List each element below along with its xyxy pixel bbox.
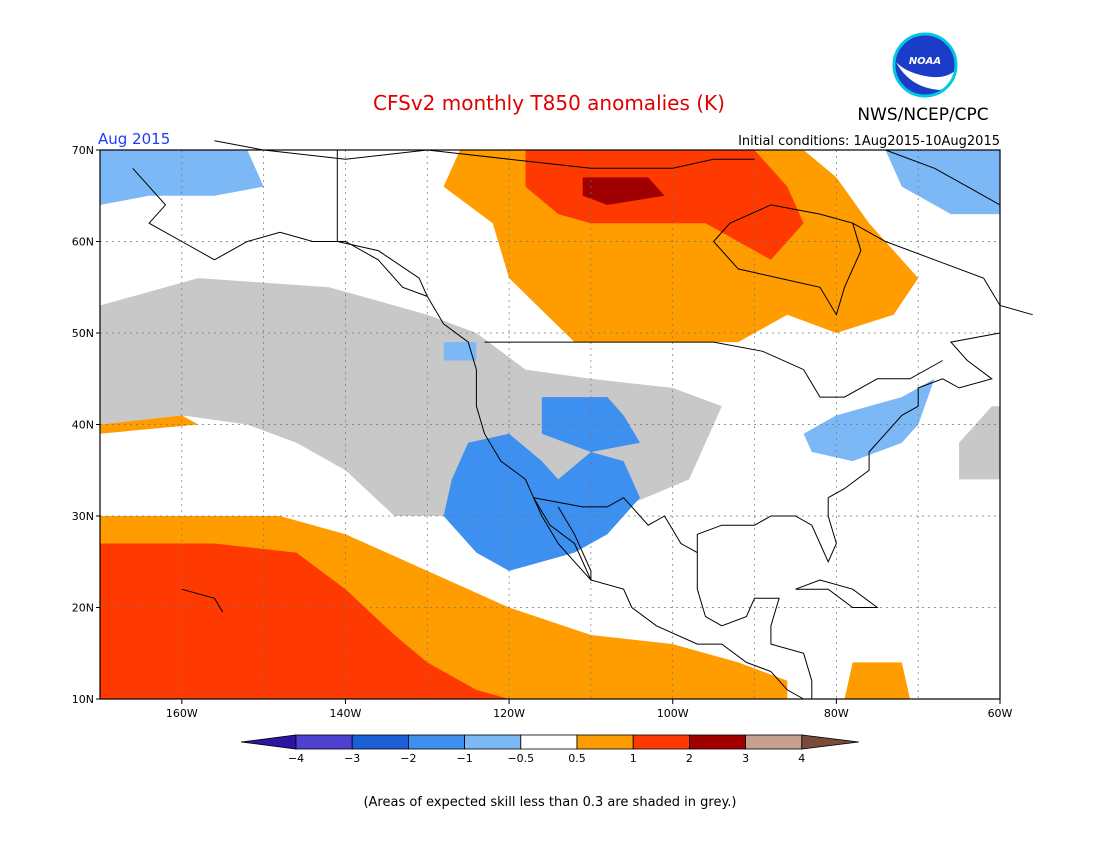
colorbar-box [464, 734, 522, 750]
pacific-coast [426, 296, 804, 700]
noaa-logo-icon: NOAA [892, 32, 958, 98]
us-mexico-border [533, 497, 698, 554]
arctic-coast [214, 140, 755, 169]
lat-tick-label: 60N [72, 236, 94, 249]
colorbar-low-arrow [240, 734, 297, 750]
initial-conditions-label: Initial conditions: 1Aug2015-10Aug2015 [738, 134, 1000, 149]
labrador-coast [852, 222, 1033, 316]
colorbar-label: −2 [400, 752, 416, 765]
lat-tick-label: 10N [72, 693, 94, 706]
colorbar-high-arrow [801, 734, 859, 750]
colorbar-box [745, 734, 803, 750]
lon-tick-label: 60W [988, 707, 1013, 720]
cool-bc-region [443, 342, 477, 361]
mexico-gulf-coast [696, 552, 813, 699]
org-label: NWS/NCEP/CPC [857, 105, 988, 125]
lon-tick-label: 80W [824, 707, 849, 720]
colorbar-box [295, 734, 353, 750]
hot-pacific-region [100, 543, 510, 699]
colorbar-label: 1 [630, 752, 637, 765]
cool-northeast-region [803, 378, 935, 462]
colorbar-label: 3 [742, 752, 749, 765]
cool-alaska-region [100, 150, 264, 205]
anomaly-map: 70N 60N 50N 40N 30N 20N 10N 160W 140W 120W 100W 80… [72, 140, 1033, 720]
alaska-coast [132, 167, 428, 297]
greenland-coast [885, 149, 1001, 206]
skill-footnote: (Areas of expected skill less than 0.3 a… [363, 795, 736, 810]
lon-tick-label: 160W [166, 707, 198, 720]
figure-title: CFSv2 monthly T850 anomalies (K) [373, 91, 725, 115]
colorbar: −4 −3 −2 −1 −0.5 0.5 1 2 3 4 [240, 734, 859, 765]
colorbar-box [689, 734, 747, 750]
cool-arctic-region [885, 150, 1000, 215]
cool-rockies-region [541, 397, 640, 452]
month-label: Aug 2015 [98, 130, 170, 148]
gulf-coast [696, 332, 1001, 564]
colorbar-label: 2 [686, 752, 693, 765]
colorbar-label: 4 [798, 752, 805, 765]
colorbar-box [576, 734, 634, 750]
cuba-coast [795, 579, 879, 608]
colorbar-label: −0.5 [507, 752, 534, 765]
very-hot-region [582, 177, 665, 205]
lat-tick-label: 40N [72, 419, 94, 432]
lon-tick-label: 100W [657, 707, 689, 720]
latitude-ticks: 70N 60N 50N 40N 30N 20N 10N [72, 144, 100, 706]
us-canada-border [484, 341, 943, 398]
coastlines [132, 140, 1033, 700]
graticule [100, 150, 1000, 699]
grey-pacific-region [100, 278, 722, 516]
alaska-canada-border [336, 150, 428, 297]
colorbar-label: −3 [344, 752, 360, 765]
lat-tick-label: 20N [72, 602, 94, 615]
lat-tick-label: 30N [72, 510, 94, 523]
colorbar-label: −1 [456, 752, 472, 765]
lat-tick-label: 50N [72, 327, 94, 340]
lat-tick-label: 70N [72, 144, 94, 157]
longitude-ticks: 160W 140W 120W 100W 80W 60W [166, 699, 1013, 720]
logo-text: NOAA [909, 56, 941, 67]
colorbar-box [632, 734, 690, 750]
lon-tick-label: 140W [330, 707, 362, 720]
baja-coast [533, 497, 592, 582]
colorbar-box [520, 734, 578, 750]
colorbar-box [407, 734, 465, 750]
hudson-bay-coast [713, 204, 862, 316]
colorbar-box [351, 734, 409, 750]
warm-caribbean-region [844, 662, 910, 699]
hawaii-islands [181, 588, 224, 613]
colorbar-label: −4 [288, 752, 304, 765]
colorbar-label: 0.5 [568, 752, 586, 765]
lon-tick-label: 120W [493, 707, 525, 720]
